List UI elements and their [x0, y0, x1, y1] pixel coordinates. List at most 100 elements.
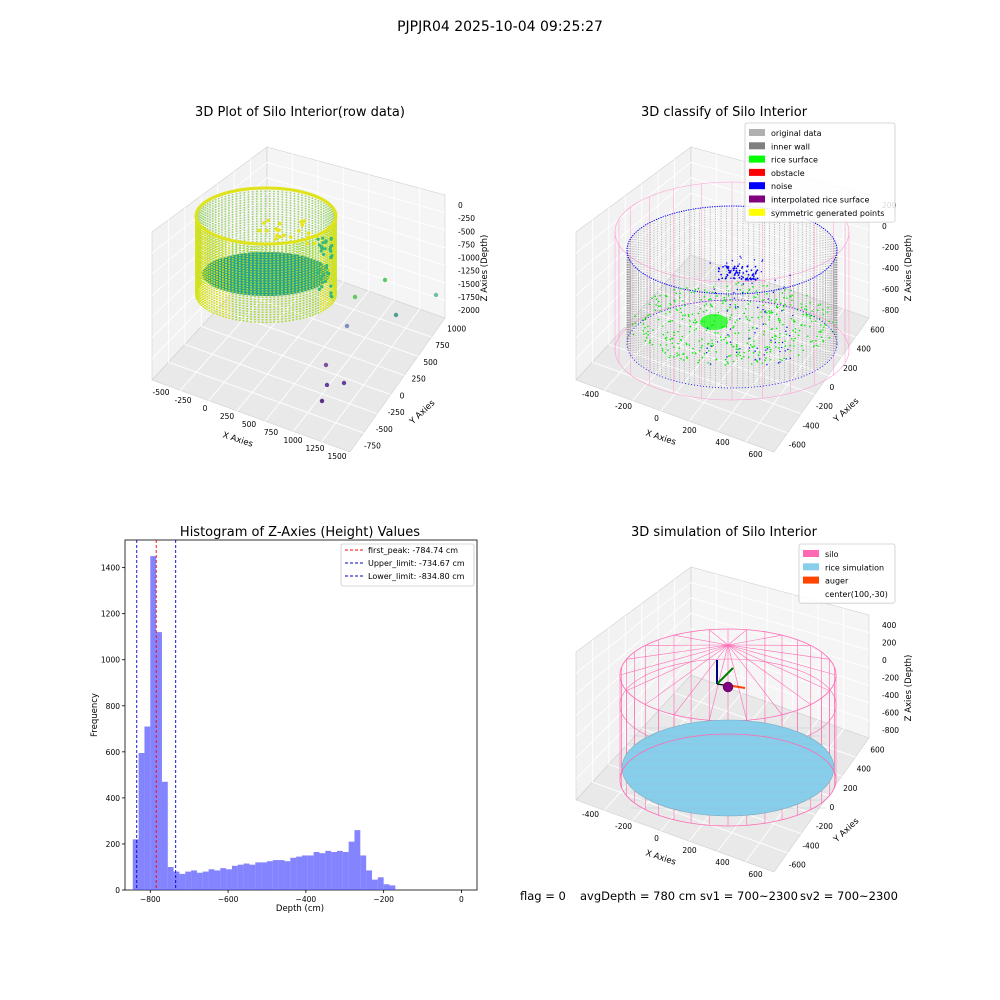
classify-noise-point: [741, 267, 743, 269]
classify-rice-point: [794, 337, 796, 340]
simulation-plot-xtick-label: 200: [682, 846, 697, 855]
simulation-silo-roof: [727, 644, 748, 721]
histogram-bar: [185, 871, 192, 890]
simulation-plot-title: 3D simulation of Silo Interior: [631, 525, 818, 540]
histogram-bar: [138, 752, 145, 890]
classify-rice-point: [792, 319, 795, 321]
raw-data-point: [320, 285, 324, 289]
classify-plot-gridline-x: [603, 153, 717, 391]
raw-data-point: [319, 249, 323, 253]
classify-rice-point: [751, 346, 753, 348]
classify-rice-point: [764, 310, 767, 312]
raw-plot-xlabel: X Axies: [221, 430, 254, 449]
raw-data-point: [318, 277, 323, 281]
classify-rice-point: [741, 284, 743, 286]
raw-data-point: [324, 239, 328, 243]
simulation-plot-xlabel: X Axies: [644, 848, 677, 867]
classify-noise-point: [781, 310, 783, 312]
classify-noise-point: [727, 266, 730, 268]
histogram-ytick-label: 600: [106, 748, 121, 757]
classify-noise-point: [781, 346, 783, 349]
classify-rice-point: [822, 329, 824, 331]
classify-rice-point: [775, 298, 778, 301]
classify-plot-ztick-label: 0: [882, 222, 887, 231]
classify-noise-point: [753, 275, 755, 278]
classify-rice-point: [756, 293, 759, 296]
raw-data-point: [274, 226, 278, 231]
classify-rice-point: [657, 305, 660, 307]
raw-plot-ztick-label: -750: [458, 240, 475, 249]
classify-rice-point: [698, 340, 700, 342]
classify-legend-swatch: [749, 182, 765, 190]
simulation-auger: [732, 685, 746, 689]
classify-noise-point: [755, 270, 758, 273]
classify-rice-point: [694, 322, 697, 324]
raw-plot-ztick-label: -2000: [458, 306, 480, 315]
classify-noise-point: [785, 358, 787, 360]
simulation-plot-gridline-x: [745, 608, 845, 862]
classify-rice-point: [732, 345, 735, 348]
classify-rice-point: [794, 331, 797, 333]
classify-rice-point: [648, 313, 651, 316]
classify-rice-point: [664, 351, 666, 354]
classify-noise-point: [738, 276, 741, 279]
classify-rice-point: [692, 321, 695, 324]
raw-plot-ytick-label: 0: [400, 391, 405, 400]
raw-plot-points: [194, 186, 439, 404]
classify-noise-point: [724, 277, 727, 280]
classify-plot-gridline-y: [657, 171, 843, 357]
classify-noise-point: [737, 274, 740, 276]
classify-rice-dense: [700, 314, 728, 330]
classify-rice-point: [764, 359, 766, 362]
classify-rice-point: [734, 304, 737, 306]
classify-plot-xtick-label: -200: [615, 402, 632, 411]
classify-rice-point: [809, 317, 812, 320]
classify-rice-point: [814, 320, 817, 322]
classify-rice-point: [694, 288, 697, 291]
classify-rice-point: [684, 314, 687, 316]
classify-rice-point: [645, 332, 647, 335]
raw-plot-xtick-label: 750: [264, 428, 279, 437]
raw-plot-ytick-label: -500: [376, 425, 393, 434]
classify-noise-point: [735, 351, 738, 354]
raw-plot-ytick-label: 500: [423, 358, 438, 367]
classify-rice-point: [827, 306, 829, 309]
classify-rice-point: [673, 299, 676, 302]
classify-rice-point: [661, 325, 664, 327]
classify-rice-point: [800, 306, 803, 309]
classify-rice-point: [805, 308, 808, 311]
classify-noise-point: [762, 323, 764, 325]
simulation-plot-ytick-label: -600: [789, 860, 806, 869]
classify-rice-point: [790, 317, 793, 320]
raw-plot-gridline-x: [264, 174, 370, 422]
classify-rice-point: [671, 319, 674, 322]
classify-rice-point: [749, 300, 752, 303]
raw-data-point: [433, 292, 439, 298]
classify-noise-point: [786, 326, 788, 329]
classify-rice-point: [752, 286, 754, 288]
histogram-ticks: −800 −600 −400 −200 0 0 200 400 600 800 1000 1200 14…: [101, 564, 464, 904]
classify-rice-point: [679, 307, 682, 310]
classify-rice-point: [708, 349, 710, 352]
classify-noise-point: [728, 271, 731, 274]
classify-noise-point: [727, 267, 729, 270]
raw-data-point: [264, 228, 269, 233]
raw-data-point: [306, 235, 311, 240]
classify-rice-point: [655, 304, 657, 306]
classify-noise-point: [738, 269, 741, 272]
classify-rice-point: [779, 358, 781, 361]
histogram-bar: [191, 870, 197, 890]
raw-plot-xtick-label: -500: [152, 388, 169, 397]
classify-plot-gridline-y: [591, 219, 788, 434]
classify-rice-point: [676, 352, 679, 354]
classify-noise-point: [756, 277, 759, 280]
classify-rice-point: [819, 303, 822, 306]
raw-data-point: [262, 221, 266, 225]
histogram-ytick-label: 1000: [101, 656, 120, 665]
classify-rice-point: [748, 319, 751, 322]
classify-noise-point: [706, 347, 708, 349]
classify-rice-point: [739, 354, 742, 357]
simulation-plot-gridline-y: [591, 639, 788, 854]
classify-noise-point: [789, 334, 791, 337]
simulation-legend-swatch: [803, 550, 819, 557]
